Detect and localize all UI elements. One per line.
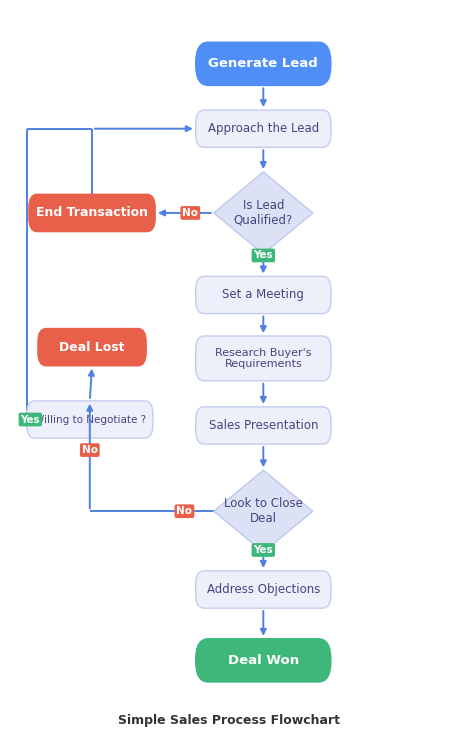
FancyBboxPatch shape [196, 276, 331, 314]
Text: Look to Close
Deal: Look to Close Deal [224, 497, 303, 526]
FancyBboxPatch shape [196, 639, 331, 682]
FancyBboxPatch shape [196, 571, 331, 608]
FancyBboxPatch shape [196, 407, 331, 444]
Text: Willing to Negotiate ?: Willing to Negotiate ? [34, 415, 146, 425]
Text: Simple Sales Process Flowchart: Simple Sales Process Flowchart [118, 713, 341, 727]
Text: No: No [182, 208, 198, 218]
Text: Generate Lead: Generate Lead [208, 57, 318, 70]
FancyBboxPatch shape [196, 336, 331, 381]
FancyBboxPatch shape [38, 329, 146, 366]
Text: Sales Presentation: Sales Presentation [208, 419, 318, 432]
FancyBboxPatch shape [29, 195, 155, 231]
Polygon shape [214, 172, 313, 254]
Text: Yes: Yes [253, 250, 273, 260]
Text: Research Buyer's
Requirements: Research Buyer's Requirements [215, 348, 312, 369]
Text: Approach the Lead: Approach the Lead [207, 122, 319, 135]
FancyBboxPatch shape [27, 401, 153, 438]
Text: Address Objections: Address Objections [207, 583, 320, 596]
Text: Set a Meeting: Set a Meeting [222, 289, 304, 302]
FancyBboxPatch shape [196, 42, 331, 85]
Text: No: No [176, 506, 192, 516]
Text: Deal Won: Deal Won [228, 654, 299, 667]
Text: Yes: Yes [21, 415, 40, 425]
Text: No: No [82, 445, 98, 455]
Text: Deal Lost: Deal Lost [59, 341, 125, 354]
Polygon shape [214, 470, 313, 552]
Text: Yes: Yes [253, 545, 273, 555]
FancyBboxPatch shape [196, 110, 331, 147]
Text: End Transaction: End Transaction [36, 207, 148, 219]
Text: Is Lead
Qualified?: Is Lead Qualified? [234, 199, 293, 227]
